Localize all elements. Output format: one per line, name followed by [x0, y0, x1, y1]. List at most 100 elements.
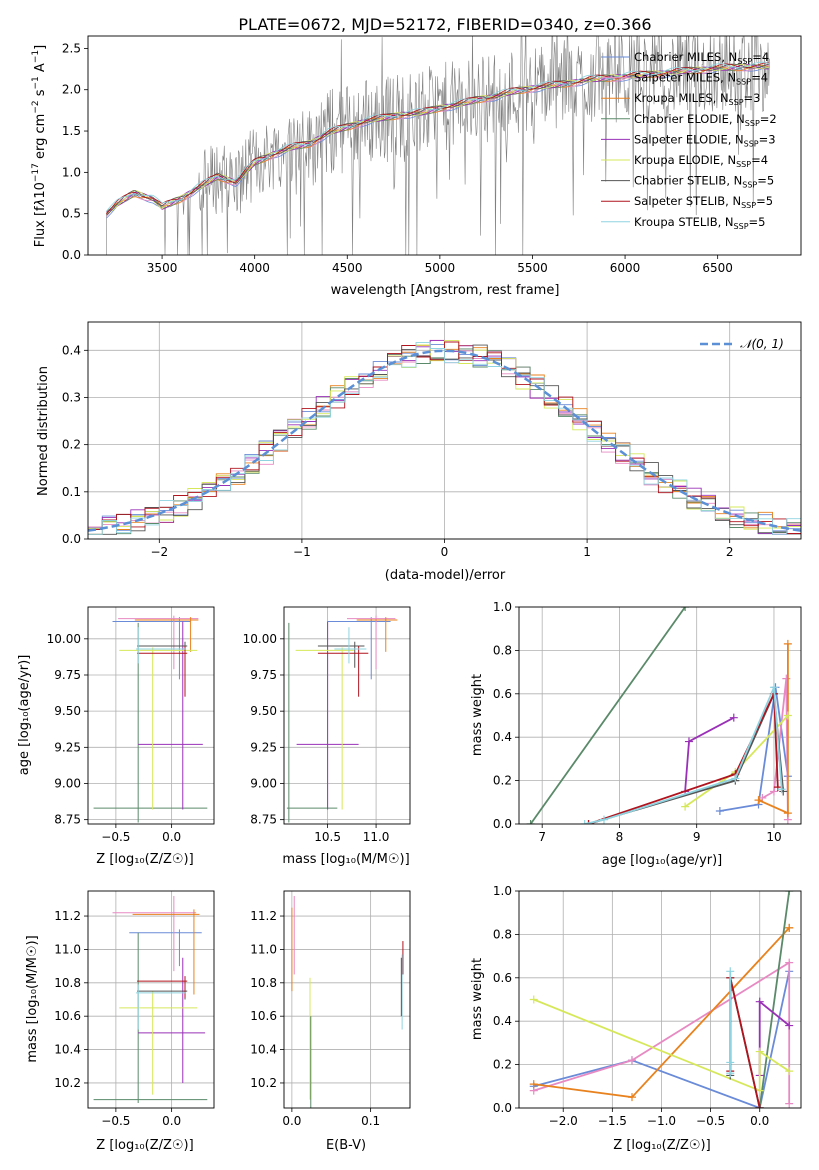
- weight-point-marker: [779, 787, 788, 796]
- residuals-xlabel: (data-model)/error: [385, 568, 506, 583]
- x-tick-label: −0.5: [101, 830, 130, 844]
- y-tick-label: 10.2: [250, 1076, 277, 1090]
- weight-series-line: [729, 977, 761, 1108]
- weight-series-line: [758, 891, 791, 1108]
- y-tick-label: 0.2: [493, 1058, 512, 1072]
- y-tick-label: 10.6: [54, 1009, 81, 1023]
- y-tick-label: 0.6: [493, 971, 512, 985]
- legend-label: Salpeter MILES, NSSP=4: [634, 71, 768, 87]
- weight-point-marker: [754, 796, 763, 805]
- axes-frame: [518, 890, 802, 1109]
- weight-vs-age-panel: age [log₁₀(age/yr)] mass weight 7 8 9 10 0.0…: [470, 600, 802, 868]
- weight-point-marker: [584, 820, 593, 824]
- age_vs_Z-plot-area: [93, 615, 208, 823]
- weight-point-marker: [715, 806, 724, 815]
- weight-point-marker: [599, 815, 608, 824]
- weight-point-marker: [785, 1067, 794, 1076]
- x-tick-label: −0.5: [101, 1114, 130, 1128]
- y-tick-label: 11.0: [250, 942, 277, 956]
- x-tick-label: −1: [293, 545, 311, 559]
- y-tick-label: 10.00: [47, 632, 81, 646]
- legend-subscript: SSP: [734, 222, 749, 231]
- legend-count: =5: [757, 174, 774, 188]
- weight-z-xlabel: Z [log₁₀(Z/Z☉)]: [613, 1138, 710, 1153]
- weight-point-marker: [769, 683, 778, 692]
- y-tick-label: 0.0: [62, 248, 81, 262]
- weight-point-marker: [785, 1099, 794, 1108]
- mass-z-xlabel: Z [log₁₀(Z/Z☉)]: [96, 1138, 193, 1153]
- legend-label: Kroupa ELODIE, NSSP=4: [634, 153, 768, 169]
- spectrum-plot-area: [106, 36, 770, 255]
- y-tick-label: 8.75: [54, 813, 81, 827]
- x-tick-label: 4000: [239, 261, 270, 275]
- mass-vs-ebv-panel: E(B-V) 0.0 0.1 10.2 10.4 10.6 10.8 11.0 11.2: [250, 890, 411, 1153]
- legend-subscript: SSP: [742, 181, 757, 190]
- y-tick-label: 0.0: [493, 1101, 512, 1115]
- x-tick-label: 9: [693, 830, 701, 844]
- legend-count: =4: [751, 153, 768, 167]
- legend-subscript: SSP: [737, 57, 752, 66]
- axes-frame: [87, 35, 802, 256]
- y-tick-label: 2.0: [62, 83, 81, 97]
- y-tick-label: 9.75: [250, 668, 277, 682]
- age-vs-metallicity-panel: Z [log₁₀(Z/Z☉)] age [log₁₀(age/yr)] −0.5…: [17, 606, 215, 867]
- spectrum-panel: PLATE=0672, MJD=52172, FIBERID=0340, z=0…: [31, 15, 802, 298]
- observed-spectrum: [106, 36, 770, 255]
- y-tick-label: 0.5: [62, 207, 81, 221]
- y-tick-label: 1.0: [493, 600, 512, 614]
- weight-point-marker: [580, 820, 589, 824]
- mass_vs_ebv-plot-area: [291, 896, 404, 1108]
- weight_vs_age-plot-area: [526, 607, 792, 824]
- y-tick-label: 9.50: [54, 704, 81, 718]
- y-tick-label: 8.75: [250, 813, 277, 827]
- y-tick-label: 0.4: [493, 730, 512, 744]
- x-tick-label: 3500: [147, 261, 178, 275]
- normal-legend-label: 𝒩(0, 1): [740, 337, 784, 351]
- y-tick-label: 0.0: [62, 532, 81, 546]
- weight_vs_Z-plot-area: [529, 891, 794, 1108]
- model-spectrum-line: [106, 62, 769, 215]
- weight-point-marker: [526, 820, 535, 824]
- weight-series-line: [533, 998, 790, 1092]
- weight-z-ylabel: mass weight: [470, 958, 485, 1040]
- age-z-ylabel: age [log₁₀(age/yr)]: [17, 655, 32, 776]
- y-tick-label: 10.2: [54, 1076, 81, 1090]
- axes-frame: [518, 606, 802, 825]
- weight-point-marker: [783, 711, 792, 720]
- y-tick-label: 0.4: [62, 343, 81, 357]
- weight-point-marker: [769, 787, 778, 796]
- x-tick-label: 6500: [702, 261, 733, 275]
- weight-point-marker: [627, 1056, 636, 1065]
- weight-point-marker: [783, 639, 792, 648]
- y-tick-label: 11.2: [250, 909, 277, 923]
- y-tick-label: 9.25: [250, 740, 277, 754]
- legend-label: Salpeter STELIB, NSSP=5: [634, 194, 773, 210]
- y-tick-label: 11.0: [54, 942, 81, 956]
- x-tick-label: 11.0: [363, 830, 390, 844]
- y-tick-label: 9.25: [54, 740, 81, 754]
- mass-ebv-xlabel: E(B-V): [326, 1138, 366, 1153]
- y-tick-label: 10.4: [250, 1043, 277, 1057]
- x-tick-label: 10: [766, 830, 781, 844]
- mass-z-ylabel: mass [log₁₀(M/M☉)]: [25, 935, 40, 1062]
- weight-series-line: [588, 693, 779, 824]
- x-tick-label: 0.1: [361, 1114, 380, 1128]
- weight-point-marker: [729, 713, 738, 722]
- residual-histogram: [88, 342, 801, 535]
- weight-point-marker: [755, 1047, 764, 1056]
- x-tick-label: 0.0: [162, 830, 181, 844]
- x-tick-label: 10.5: [314, 830, 341, 844]
- y-tick-label: 10.6: [250, 1009, 277, 1023]
- y-tick-label: 0.4: [493, 1014, 512, 1028]
- x-tick-label: −2.0: [549, 1114, 578, 1128]
- weight-point-marker: [755, 1104, 764, 1108]
- weight-point-marker: [529, 995, 538, 1004]
- weight-point-marker: [785, 958, 794, 967]
- weight-point-marker: [726, 967, 735, 976]
- axes-frame: [87, 321, 802, 540]
- y-tick-label: 10.4: [54, 1043, 81, 1057]
- weight-series-line: [533, 971, 791, 1108]
- weight-point-marker: [627, 1093, 636, 1102]
- weight-age-ylabel: mass weight: [470, 674, 485, 756]
